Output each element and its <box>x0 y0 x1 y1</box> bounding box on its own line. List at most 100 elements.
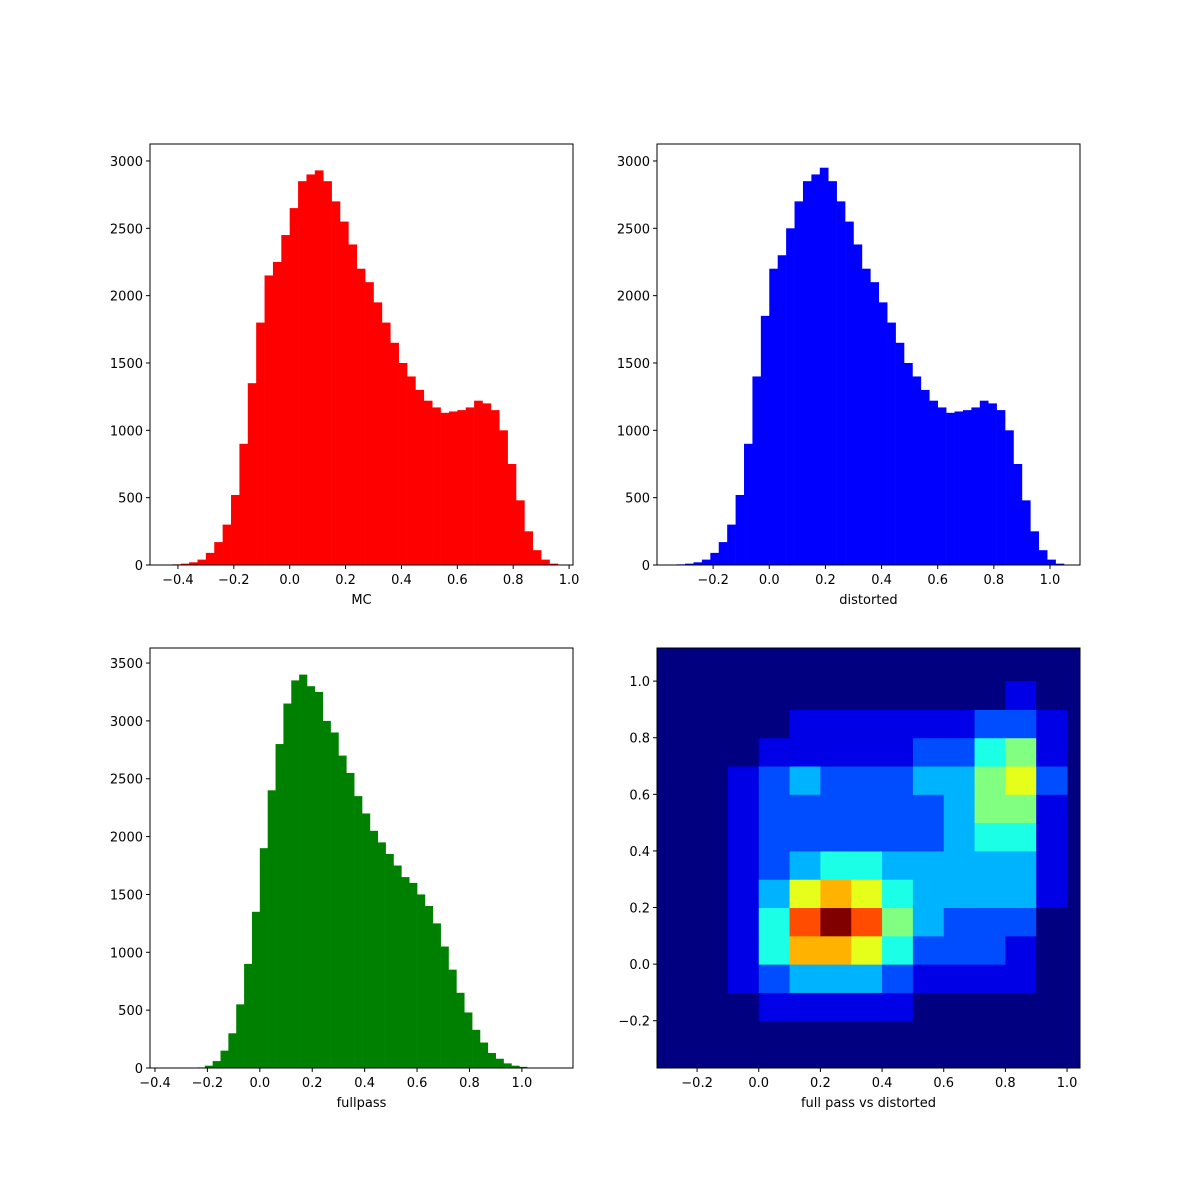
bar <box>314 691 324 1068</box>
heat-cell <box>912 964 945 993</box>
heat-cell <box>727 850 760 880</box>
heat-cell <box>727 992 760 1022</box>
bar <box>895 342 905 565</box>
heat-cell <box>727 822 760 852</box>
bar <box>339 221 349 565</box>
heat-cell <box>851 935 883 965</box>
bar <box>507 463 517 565</box>
heat-cell <box>820 964 852 993</box>
heat-cell <box>697 935 729 965</box>
bar <box>516 500 525 565</box>
bar <box>331 201 341 565</box>
heat-cell <box>727 737 760 767</box>
heat-cell <box>697 822 729 852</box>
x-axis-label: full pass vs distorted <box>801 1096 936 1111</box>
x-tick-label: 0.2 <box>335 573 356 588</box>
heat-cell <box>1036 907 1068 937</box>
bar <box>275 744 284 1068</box>
heat-cell <box>974 992 1006 1022</box>
bar <box>415 389 425 565</box>
heat-cell <box>974 1020 1006 1050</box>
y-tick-label: 0 <box>642 559 650 574</box>
bar <box>272 261 282 565</box>
heat-cell <box>727 964 760 993</box>
bar <box>298 181 307 565</box>
bar <box>212 1061 221 1068</box>
heat-cell <box>974 935 1006 965</box>
y-tick-label: 0.8 <box>629 732 650 747</box>
x-tick-label: 0.0 <box>249 1076 270 1091</box>
heat-cell <box>820 709 852 739</box>
heat-cell <box>912 879 945 909</box>
heat-cell <box>851 1020 883 1050</box>
bar <box>853 244 863 565</box>
bar <box>828 181 837 565</box>
heat-cell <box>697 766 729 795</box>
y-tick-label: 2500 <box>617 222 650 237</box>
heat-cell <box>1005 766 1037 795</box>
bar <box>836 201 846 565</box>
bar <box>878 302 888 565</box>
bar <box>264 275 274 565</box>
bar <box>407 376 416 565</box>
heat-cell <box>882 709 914 739</box>
bar <box>409 882 418 1068</box>
heat-cell <box>912 766 945 795</box>
bar <box>197 559 207 565</box>
bar <box>348 244 358 565</box>
heat-cell <box>974 766 1006 795</box>
heat-cell <box>851 737 883 767</box>
x-tick-label: −0.2 <box>218 573 250 588</box>
heat-cell <box>943 935 976 965</box>
heat-cell <box>882 907 914 937</box>
bar <box>769 268 778 565</box>
bar <box>479 1042 489 1068</box>
x-tick-label: 0.6 <box>447 573 468 588</box>
heat-cell <box>882 1020 914 1050</box>
heat-cell <box>1005 964 1037 993</box>
bar <box>920 389 930 565</box>
heat-cell <box>697 1020 729 1050</box>
bar <box>256 322 265 565</box>
heat-cell <box>851 850 883 880</box>
heat-cell <box>789 907 821 937</box>
heat-cell <box>758 964 791 993</box>
bar <box>1005 430 1014 565</box>
heat-cell <box>758 766 791 795</box>
bar <box>718 542 728 565</box>
bar <box>870 282 880 565</box>
heat-cell <box>974 681 1006 710</box>
bar <box>685 563 694 565</box>
heat-cell <box>851 709 883 739</box>
heat-cell <box>1005 822 1037 852</box>
bar <box>189 562 198 565</box>
heat-cell <box>820 850 852 880</box>
heat-cell <box>1036 992 1068 1022</box>
heat-cell <box>943 822 976 852</box>
x-tick-label: 0.4 <box>871 573 892 588</box>
bar <box>289 208 299 565</box>
heat-cell <box>820 907 852 937</box>
heat-cell <box>943 1020 976 1050</box>
bar <box>1030 531 1040 565</box>
bar <box>541 559 550 565</box>
heat-cell <box>820 935 852 965</box>
bar <box>244 963 253 1068</box>
heat-cell <box>1005 681 1037 710</box>
bar <box>314 170 324 565</box>
heat-cell <box>820 992 852 1022</box>
bar <box>511 1065 520 1068</box>
x-tick-label: 0.8 <box>459 1076 480 1091</box>
x-tick-label: 0.0 <box>279 573 300 588</box>
heat-cell <box>727 766 760 795</box>
heat-cell <box>666 992 698 1022</box>
heat-cell <box>851 907 883 937</box>
bar <box>236 1004 245 1068</box>
heat-cell <box>758 935 791 965</box>
bar <box>495 1058 504 1068</box>
heat-cell <box>758 681 791 710</box>
heat-cell <box>882 964 914 993</box>
bar <box>490 410 500 565</box>
heat-cell <box>974 964 1006 993</box>
heat-cell <box>1005 709 1037 739</box>
